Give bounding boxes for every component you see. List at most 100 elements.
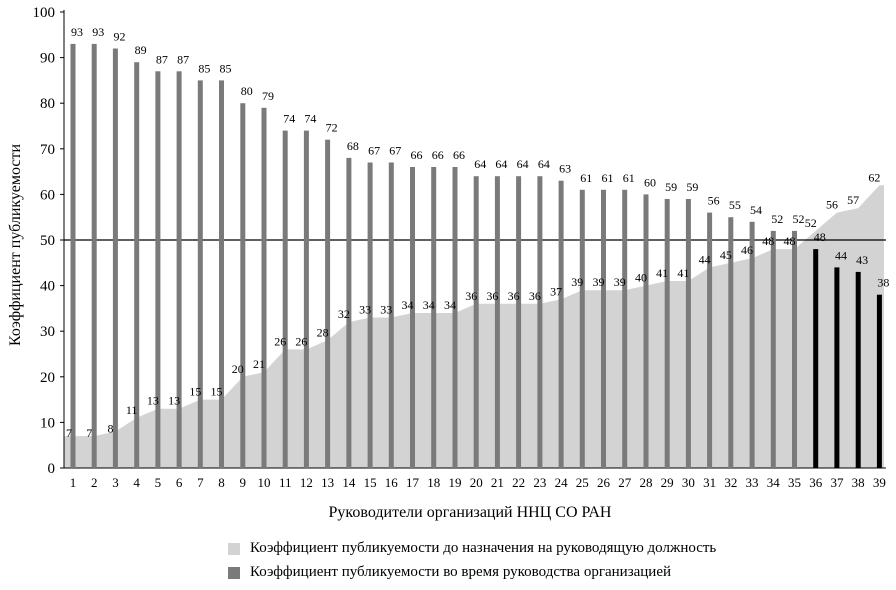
x-tick-label: 18 <box>427 475 440 490</box>
x-tick-label: 33 <box>746 475 759 490</box>
bar-during <box>749 221 755 468</box>
area-value-label: 48 <box>783 234 795 248</box>
bar-during <box>728 217 734 468</box>
area-value-label: 34 <box>402 298 414 312</box>
area-value-label: 44 <box>699 252 711 266</box>
bar-during <box>134 62 140 468</box>
bar-value-label: 66 <box>411 148 423 162</box>
x-tick-label: 17 <box>406 475 420 490</box>
y-tick-label: 30 <box>40 324 55 340</box>
legend-item-during: Коэффициент публикуемости во время руков… <box>228 564 671 581</box>
y-tick-label: 100 <box>33 5 56 21</box>
area-value-label: 28 <box>317 325 329 339</box>
area-value-label: 40 <box>635 271 647 285</box>
x-tick-label: 30 <box>682 475 695 490</box>
bar-during <box>155 71 161 469</box>
x-tick-label: 26 <box>597 475 611 490</box>
area-value-label: 57 <box>847 193 859 207</box>
bar-value-label: 92 <box>113 29 125 43</box>
area-value-label: 15 <box>189 385 201 399</box>
legend-label-during: Коэффициент публикуемости во время руков… <box>250 564 672 580</box>
area-value-label: 37 <box>550 284 562 298</box>
bar-value-label: 85 <box>220 61 232 75</box>
bar-value-label: 61 <box>580 171 592 185</box>
x-tick-label: 36 <box>809 475 823 490</box>
bar-value-label: 59 <box>665 180 677 194</box>
area-value-label: 39 <box>593 275 605 289</box>
bar-during <box>707 212 713 468</box>
bar-value-label: 66 <box>432 148 444 162</box>
bar-value-label: 64 <box>495 157 507 171</box>
bar-during <box>112 48 118 468</box>
area-value-label: 7 <box>86 426 92 440</box>
bar-value-label: 66 <box>453 148 465 162</box>
area-value-label: 48 <box>762 234 774 248</box>
area-value-label: 13 <box>168 394 180 408</box>
bar-during <box>855 271 861 468</box>
bar-value-label: 87 <box>156 52 168 66</box>
bar-value-label: 80 <box>241 84 253 98</box>
legend-item-before: Коэффициент публикуемости до назначения … <box>228 540 716 557</box>
x-tick-label: 10 <box>257 475 270 490</box>
y-tick-label: 60 <box>40 187 55 203</box>
area-value-label: 36 <box>486 289 498 303</box>
area-value-label: 33 <box>380 303 392 317</box>
area-value-label: 33 <box>359 303 371 317</box>
x-tick-label: 27 <box>618 475 632 490</box>
y-tick-label: 70 <box>40 142 55 158</box>
x-tick-label: 19 <box>448 475 461 490</box>
bar-during <box>325 139 331 468</box>
bar-value-label: 64 <box>517 157 529 171</box>
x-tick-label: 23 <box>533 475 546 490</box>
bar-during <box>834 267 840 468</box>
x-tick-label: 21 <box>491 475 504 490</box>
x-tick-label: 24 <box>555 475 569 490</box>
x-axis-label: Руководители организаций ННЦ СО РАН <box>329 504 612 521</box>
x-tick-label: 15 <box>364 475 377 490</box>
bar-value-label: 72 <box>326 121 338 135</box>
bar-value-label: 63 <box>559 162 571 176</box>
area-value-label: 36 <box>465 289 477 303</box>
bar-during <box>579 189 585 469</box>
bar-value-label: 79 <box>262 89 274 103</box>
area-value-label: 26 <box>295 334 307 348</box>
x-tick-label: 9 <box>240 475 247 490</box>
area-value-label: 39 <box>571 275 583 289</box>
y-tick-label: 10 <box>40 415 55 431</box>
bar-during <box>643 194 649 468</box>
bar-during <box>558 180 564 468</box>
bar-during <box>685 199 691 468</box>
bar-value-label: 74 <box>283 112 295 126</box>
x-tick-label: 4 <box>133 475 140 490</box>
x-tick-label: 28 <box>639 475 652 490</box>
bar-during <box>516 176 522 468</box>
bar-during <box>197 80 203 469</box>
bar-value-label: 67 <box>368 143 380 157</box>
x-tick-label: 6 <box>176 475 183 490</box>
bar-value-label: 61 <box>602 171 614 185</box>
bar-during <box>261 107 267 469</box>
bar-value-label: 54 <box>750 203 762 217</box>
bar-during <box>792 230 797 468</box>
bar-during <box>494 176 500 468</box>
bar-during <box>91 43 97 469</box>
area-value-label: 15 <box>211 385 223 399</box>
area-value-label: 56 <box>826 198 838 212</box>
area-value-label: 21 <box>253 357 265 371</box>
y-tick-label: 80 <box>40 96 55 112</box>
x-tick-label: 34 <box>767 475 781 490</box>
area-value-label: 20 <box>232 362 244 376</box>
bar-during <box>876 294 882 468</box>
legend-swatch-during <box>228 566 240 579</box>
area-value-label: 7 <box>66 426 72 440</box>
bar-value-label: 93 <box>92 25 104 39</box>
bar-during <box>537 176 543 468</box>
bar-during <box>452 167 458 468</box>
x-tick-label: 35 <box>788 475 801 490</box>
x-tick-label: 13 <box>321 475 334 490</box>
area-value-label: 45 <box>720 248 732 262</box>
y-tick-label: 0 <box>48 461 56 477</box>
area-value-label: 26 <box>274 334 286 348</box>
